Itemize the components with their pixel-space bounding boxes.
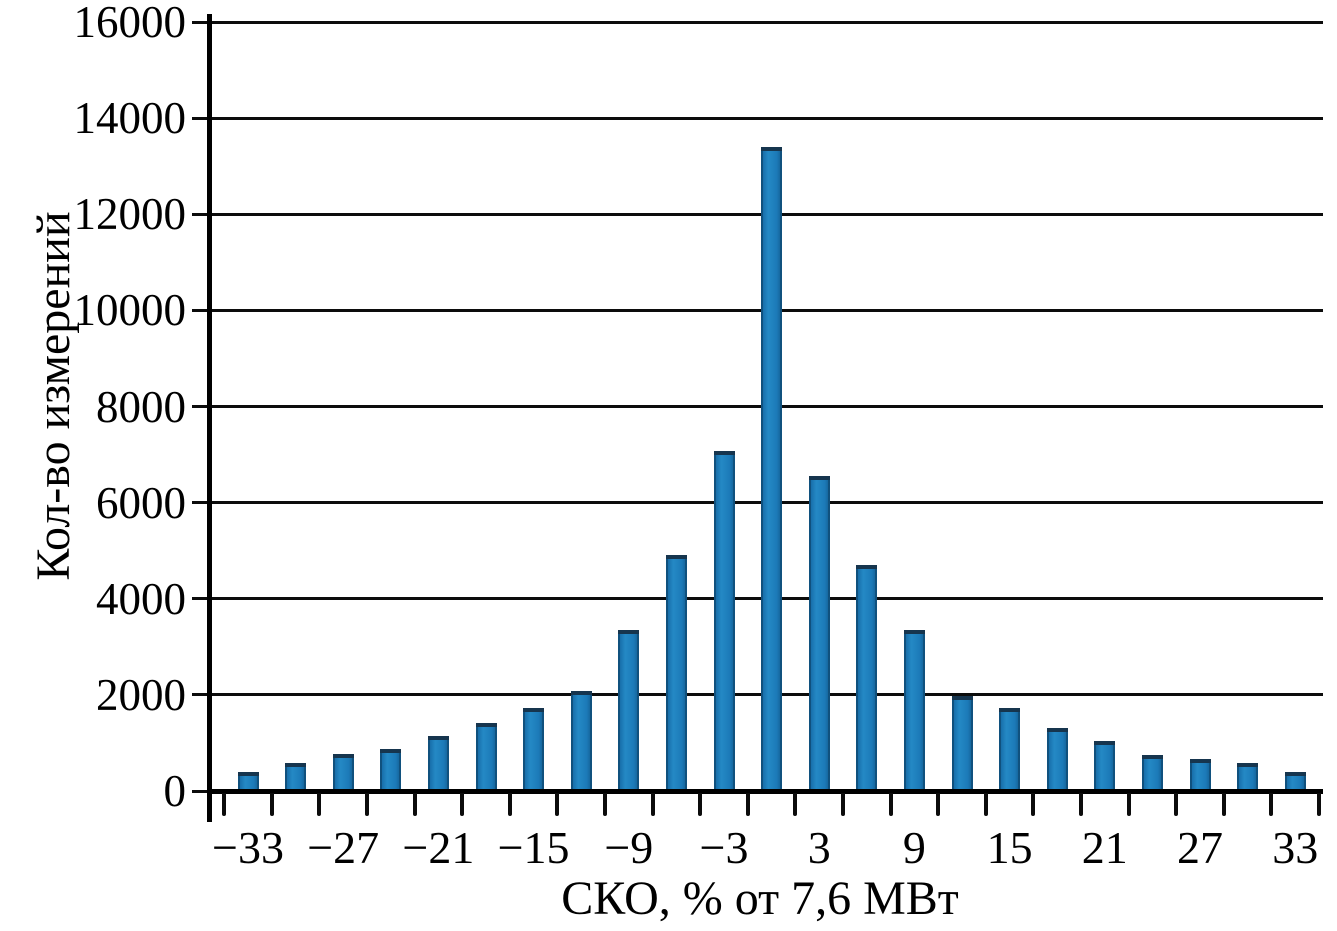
bar-21	[1094, 741, 1116, 793]
bar--18	[475, 722, 497, 793]
x-tick-label: 27	[1177, 822, 1223, 873]
y-tick-label: 0	[163, 766, 187, 816]
x-axis-title: СКО, % от 7,6 МВт	[561, 872, 959, 925]
x-tick-label: −33	[212, 822, 284, 873]
x-axis-tick	[269, 793, 274, 816]
bar--30	[285, 763, 307, 793]
bar-27	[1189, 759, 1211, 793]
x-axis-tick	[222, 793, 227, 816]
y-tick-label: 6000	[96, 477, 186, 528]
y-axis-tick	[192, 597, 209, 601]
x-axis-tick	[412, 793, 417, 816]
x-tick-label: 15	[986, 822, 1033, 873]
y-axis-tick	[192, 212, 209, 216]
x-axis-tick	[317, 793, 322, 816]
x-axis-tick	[1269, 793, 1274, 816]
bar--9	[618, 629, 640, 793]
x-tick-label: −3	[699, 822, 749, 873]
bar-15	[999, 707, 1021, 793]
x-axis-tick	[1126, 793, 1131, 816]
x-tick-label: −27	[307, 822, 380, 873]
y-axis-tick	[192, 116, 209, 120]
bar--21	[427, 735, 449, 793]
bar--33	[237, 772, 259, 793]
x-axis-tick	[1031, 793, 1036, 816]
x-axis-tick	[936, 793, 941, 816]
y-axis-tick	[192, 789, 209, 793]
x-axis-tick	[1221, 793, 1226, 816]
x-axis-tick	[745, 793, 750, 816]
gridline	[210, 116, 1323, 120]
y-tick-label: 10000	[73, 285, 187, 336]
bar-3	[808, 475, 830, 793]
x-axis-tick	[841, 793, 845, 816]
y-tick-label: 4000	[96, 573, 186, 624]
x-axis-tick	[650, 793, 655, 816]
bar--12	[570, 690, 592, 793]
x-tick-label: 21	[1081, 822, 1128, 873]
x-axis-tick	[1317, 793, 1321, 816]
y-tick-label: 14000	[73, 93, 187, 144]
bar-24	[1141, 754, 1163, 793]
x-axis-tick	[698, 793, 703, 816]
x-axis-tick	[555, 793, 560, 816]
x-axis-tick	[888, 793, 893, 816]
bar--15	[523, 707, 545, 793]
x-axis-tick	[507, 793, 512, 816]
x-axis-line	[207, 789, 1323, 794]
x-tick-label: −15	[497, 822, 570, 873]
y-axis-tick	[192, 20, 209, 24]
y-tick-label: 8000	[96, 381, 186, 432]
x-tick-label: 33	[1272, 822, 1319, 873]
bar--27	[332, 753, 354, 793]
gridline	[210, 20, 1323, 24]
y-axis-line	[207, 14, 212, 822]
bar--3	[713, 451, 735, 793]
x-tick-label: 3	[807, 822, 831, 873]
y-tick-label: 16000	[73, 0, 187, 47]
x-axis-tick	[983, 793, 988, 816]
x-axis-tick	[1079, 793, 1083, 816]
y-tick-label: 12000	[73, 189, 187, 240]
bar-9	[903, 630, 925, 793]
x-axis-tick	[793, 793, 798, 816]
bar-30	[1237, 763, 1259, 793]
x-tick-label: −21	[402, 822, 475, 873]
bar-6	[856, 564, 878, 793]
y-axis-tick	[192, 405, 209, 408]
bar--6	[665, 555, 687, 793]
x-axis-tick	[365, 793, 369, 816]
x-axis-tick	[460, 793, 465, 816]
bar-12	[951, 695, 973, 793]
x-axis-tick	[603, 793, 607, 816]
y-axis-tick	[192, 308, 209, 312]
bar-0	[761, 147, 783, 793]
y-tick-label: 2000	[96, 669, 186, 720]
x-tick-label: −9	[604, 822, 654, 873]
x-tick-label: 9	[902, 822, 926, 873]
bar-33	[1284, 771, 1306, 793]
bar--24	[380, 749, 402, 793]
y-axis-tick	[192, 501, 209, 505]
y-axis-tick	[192, 693, 209, 697]
x-axis-tick	[1174, 793, 1179, 816]
bar-18	[1046, 727, 1068, 793]
